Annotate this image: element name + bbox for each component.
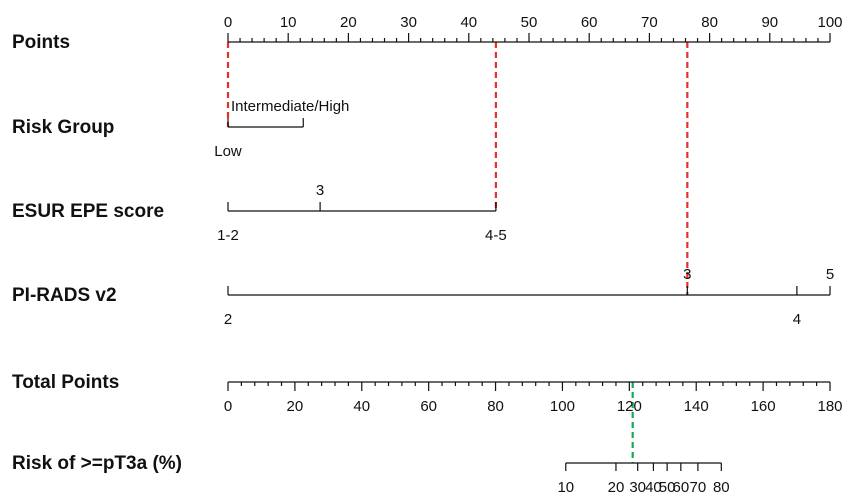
risk-group-label-intermediate-high: Intermediate/High (231, 98, 349, 115)
points-tick-label-60: 60 (581, 14, 598, 31)
total-points-tick-label-100: 100 (550, 398, 575, 415)
points-tick-label-0: 0 (224, 14, 232, 31)
risk-tick-label-40: 40 (645, 479, 662, 496)
row-label-esur-epe: ESUR EPE score (12, 201, 164, 222)
row-label-points: Points (12, 32, 70, 53)
points-tick-label-20: 20 (340, 14, 357, 31)
guide-lines (226, 42, 689, 463)
risk-tick-label-50: 50 (659, 479, 676, 496)
pirads-label-4: 4 (793, 311, 801, 328)
pirads-label-3: 3 (683, 266, 691, 283)
row-label-risk: Risk of >=pT3a (%) (12, 453, 182, 474)
total-points-tick-label-80: 80 (487, 398, 504, 415)
esur-epe-label-1-2: 1-2 (217, 227, 239, 244)
total-points-tick-label-160: 160 (751, 398, 776, 415)
row-label-total-points: Total Points (12, 372, 119, 393)
total-points-tick-label-120: 120 (617, 398, 642, 415)
risk-tick-label-80: 80 (713, 479, 730, 496)
points-tick-label-70: 70 (641, 14, 658, 31)
pirads-label-2: 2 (224, 311, 232, 328)
points-tick-label-40: 40 (460, 14, 477, 31)
points-tick-label-100: 100 (817, 14, 842, 31)
esur-epe-label-3: 3 (316, 182, 324, 199)
total-points-tick-label-0: 0 (224, 398, 232, 415)
risk-tick-label-10: 10 (557, 479, 574, 496)
points-tick-label-50: 50 (521, 14, 538, 31)
points-tick-label-30: 30 (400, 14, 417, 31)
esur-epe-label-4-5: 4-5 (485, 227, 507, 244)
total-points-tick-label-140: 140 (684, 398, 709, 415)
risk-tick-label-20: 20 (608, 479, 625, 496)
row-label-risk-group: Risk Group (12, 117, 114, 138)
total-points-tick-label-180: 180 (817, 398, 842, 415)
risk-tick-label-70: 70 (690, 479, 707, 496)
risk-tick-label-60: 60 (672, 479, 689, 496)
points-tick-label-90: 90 (761, 14, 778, 31)
risk-tick-label-30: 30 (629, 479, 646, 496)
total-points-tick-label-20: 20 (287, 398, 304, 415)
row-label-pirads: PI-RADS v2 (12, 285, 117, 306)
total-points-tick-label-60: 60 (420, 398, 437, 415)
points-tick-label-10: 10 (280, 14, 297, 31)
total-points-tick-label-40: 40 (353, 398, 370, 415)
points-tick-label-80: 80 (701, 14, 718, 31)
risk-group-label-low: Low (214, 143, 242, 160)
pirads-label-5: 5 (826, 266, 834, 283)
row-labels: Points Risk Group ESUR EPE score PI-RADS v2… (12, 32, 182, 474)
